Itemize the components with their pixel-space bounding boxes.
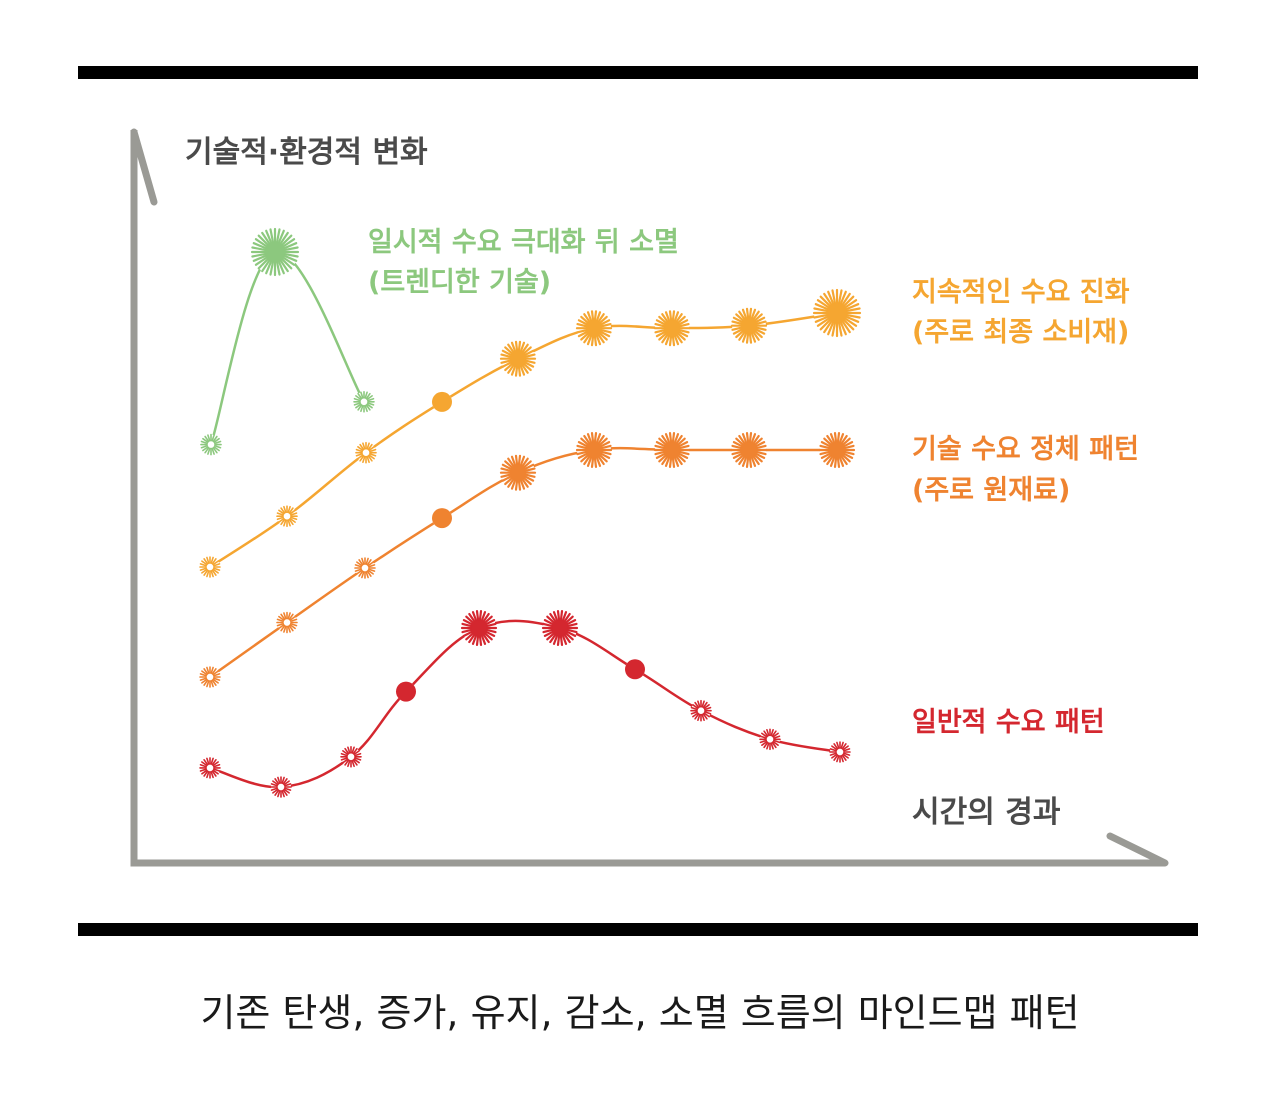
x-axis-arrowhead: [1106, 832, 1169, 867]
series-point-stagnant-solid-marker: [432, 508, 452, 529]
series-label-sustained-line2: (주로 최종 소비재): [912, 317, 1129, 348]
series-point-sustained-burst-marker: [730, 307, 768, 344]
series-point-sustained-dotted-marker: [199, 556, 221, 578]
series-line-general: [209, 619, 841, 789]
series-point-trendy-dotted-marker: [353, 390, 375, 413]
series-point-stagnant-dotted-marker: [276, 611, 298, 634]
series-point-general-dotted-marker: [690, 699, 712, 722]
series-label-trendy-line1: 일시적 수요 극대화 뒤 소멸: [368, 227, 679, 258]
top-rule: [78, 66, 1198, 79]
axes: [130, 128, 1169, 867]
series-label-trendy-line2: (트렌디한 기술): [368, 267, 551, 298]
series-point-sustained-solid-marker: [432, 391, 452, 412]
series-point-general-solid-marker: [396, 681, 416, 702]
series-stagnant: [199, 432, 856, 688]
series-point-stagnant-burst-marker: [653, 432, 691, 468]
series-point-trendy-dotted-marker: [200, 433, 222, 456]
series-layer: [199, 227, 862, 798]
series-point-stagnant-burst-marker: [575, 432, 613, 468]
series-label-sustained-line1: 지속적인 수요 진화: [912, 277, 1130, 308]
series-label-trendy: 일시적 수요 극대화 뒤 소멸 (트렌디한 기술): [368, 227, 679, 298]
series-point-general-dotted-marker: [199, 757, 221, 779]
series-point-general-dotted-marker: [340, 745, 362, 768]
series-point-general-burst-marker: [460, 609, 498, 647]
series-label-stagnant: 기술 수요 정체 패턴 (주로 원재료): [912, 434, 1139, 506]
demand-pattern-diagram: 기술적·환경적 변화 시간의 경과 일시적 수요 극대화 뒤 소멸 (트렌디한 …: [130, 128, 1169, 867]
series-general: [199, 609, 851, 798]
series-label-general: 일반적 수요 패턴: [912, 707, 1105, 738]
series-label-stagnant-line1: 기술 수요 정체 패턴: [912, 434, 1139, 465]
series-point-general-dotted-marker: [270, 776, 292, 798]
series-point-sustained-burst-marker: [575, 310, 613, 347]
series-point-general-dotted-marker: [829, 741, 851, 763]
series-label-general-line1: 일반적 수요 패턴: [912, 707, 1105, 738]
caption: 기존 탄생, 증가, 유지, 감소, 소멸 흐름의 마인드맵 패턴: [200, 991, 1080, 1035]
series-trendy: [200, 227, 375, 456]
series-point-sustained-burst-marker: [499, 340, 537, 377]
series-point-general-burst-marker: [541, 609, 579, 647]
y-axis-arrowhead: [130, 128, 158, 206]
x-axis-label: 시간의 경과: [912, 795, 1061, 830]
series-label-sustained: 지속적인 수요 진화 (주로 최종 소비재): [912, 277, 1130, 348]
series-sustained: [199, 288, 862, 578]
series-point-sustained-burst-marker: [812, 288, 862, 338]
series-label-stagnant-line2: (주로 원재료): [912, 475, 1070, 506]
series-point-sustained-burst-marker: [653, 310, 691, 347]
series-point-stagnant-burst-marker: [730, 432, 768, 468]
series-point-general-solid-marker: [625, 659, 645, 680]
series-point-stagnant-burst-marker: [499, 454, 537, 491]
series-point-sustained-dotted-marker: [355, 441, 377, 464]
series-point-stagnant-dotted-marker: [199, 666, 221, 688]
series-point-general-dotted-marker: [759, 728, 781, 751]
series-point-sustained-dotted-marker: [276, 505, 298, 528]
series-point-stagnant-dotted-marker: [354, 557, 376, 579]
y-axis: [130, 130, 1165, 867]
bottom-rule: [78, 923, 1198, 936]
y-axis-label: 기술적·환경적 변화: [185, 135, 428, 170]
series-point-trendy-burst-marker: [250, 227, 300, 277]
series-point-stagnant-burst-marker: [818, 432, 856, 468]
series-line-trendy: [209, 250, 366, 445]
